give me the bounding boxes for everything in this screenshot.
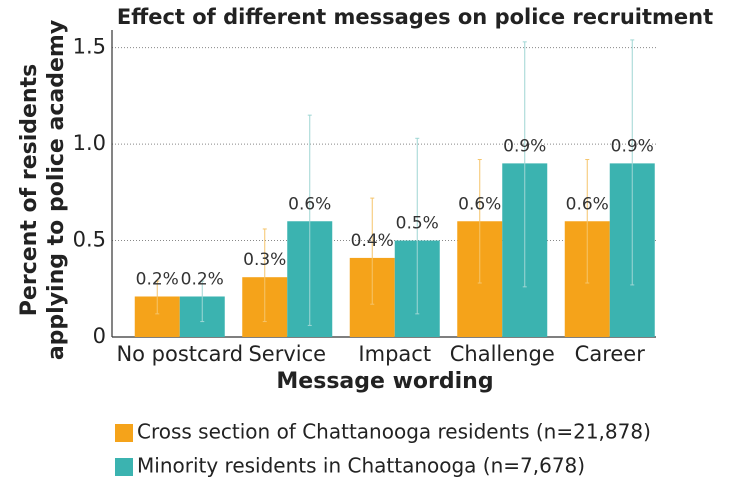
y-tick-label: 0 [93, 324, 106, 348]
y-axis-title-line: applying to police academy [44, 20, 69, 360]
value-label: 0.2% [136, 269, 179, 289]
y-axis-title: Percent of residents applying to police … [17, 20, 69, 360]
x-axis-title: Message wording [276, 369, 493, 394]
value-label: 0.9% [503, 136, 546, 156]
legend-swatch [115, 424, 133, 442]
value-label: 0.6% [288, 194, 331, 214]
value-label: 0.2% [181, 269, 224, 289]
value-label: 0.3% [243, 250, 286, 270]
value-label: 0.9% [611, 136, 654, 156]
x-tick-label: Challenge [450, 342, 555, 366]
x-tick-label: Impact [358, 342, 431, 366]
value-label: 0.6% [458, 194, 501, 214]
x-tick-label: No postcard [116, 342, 243, 366]
chart-title: Effect of different messages on police r… [117, 5, 713, 29]
value-label: 0.5% [396, 214, 439, 234]
x-tick-label: Service [248, 342, 326, 366]
y-axis-title-line: Percent of residents [17, 64, 42, 316]
y-tick-label: 1.0 [73, 131, 106, 155]
y-tick-label: 0.5 [73, 228, 106, 252]
y-tick-label: 1.5 [73, 35, 106, 59]
legend-swatch [115, 458, 133, 476]
x-tick-label: Career [575, 342, 646, 366]
value-label: 0.4% [351, 231, 394, 251]
legend-label: Minority residents in Chattanooga (n=7,6… [137, 454, 585, 478]
value-label: 0.6% [566, 194, 609, 214]
legend-label: Cross section of Chattanooga residents (… [137, 420, 651, 444]
